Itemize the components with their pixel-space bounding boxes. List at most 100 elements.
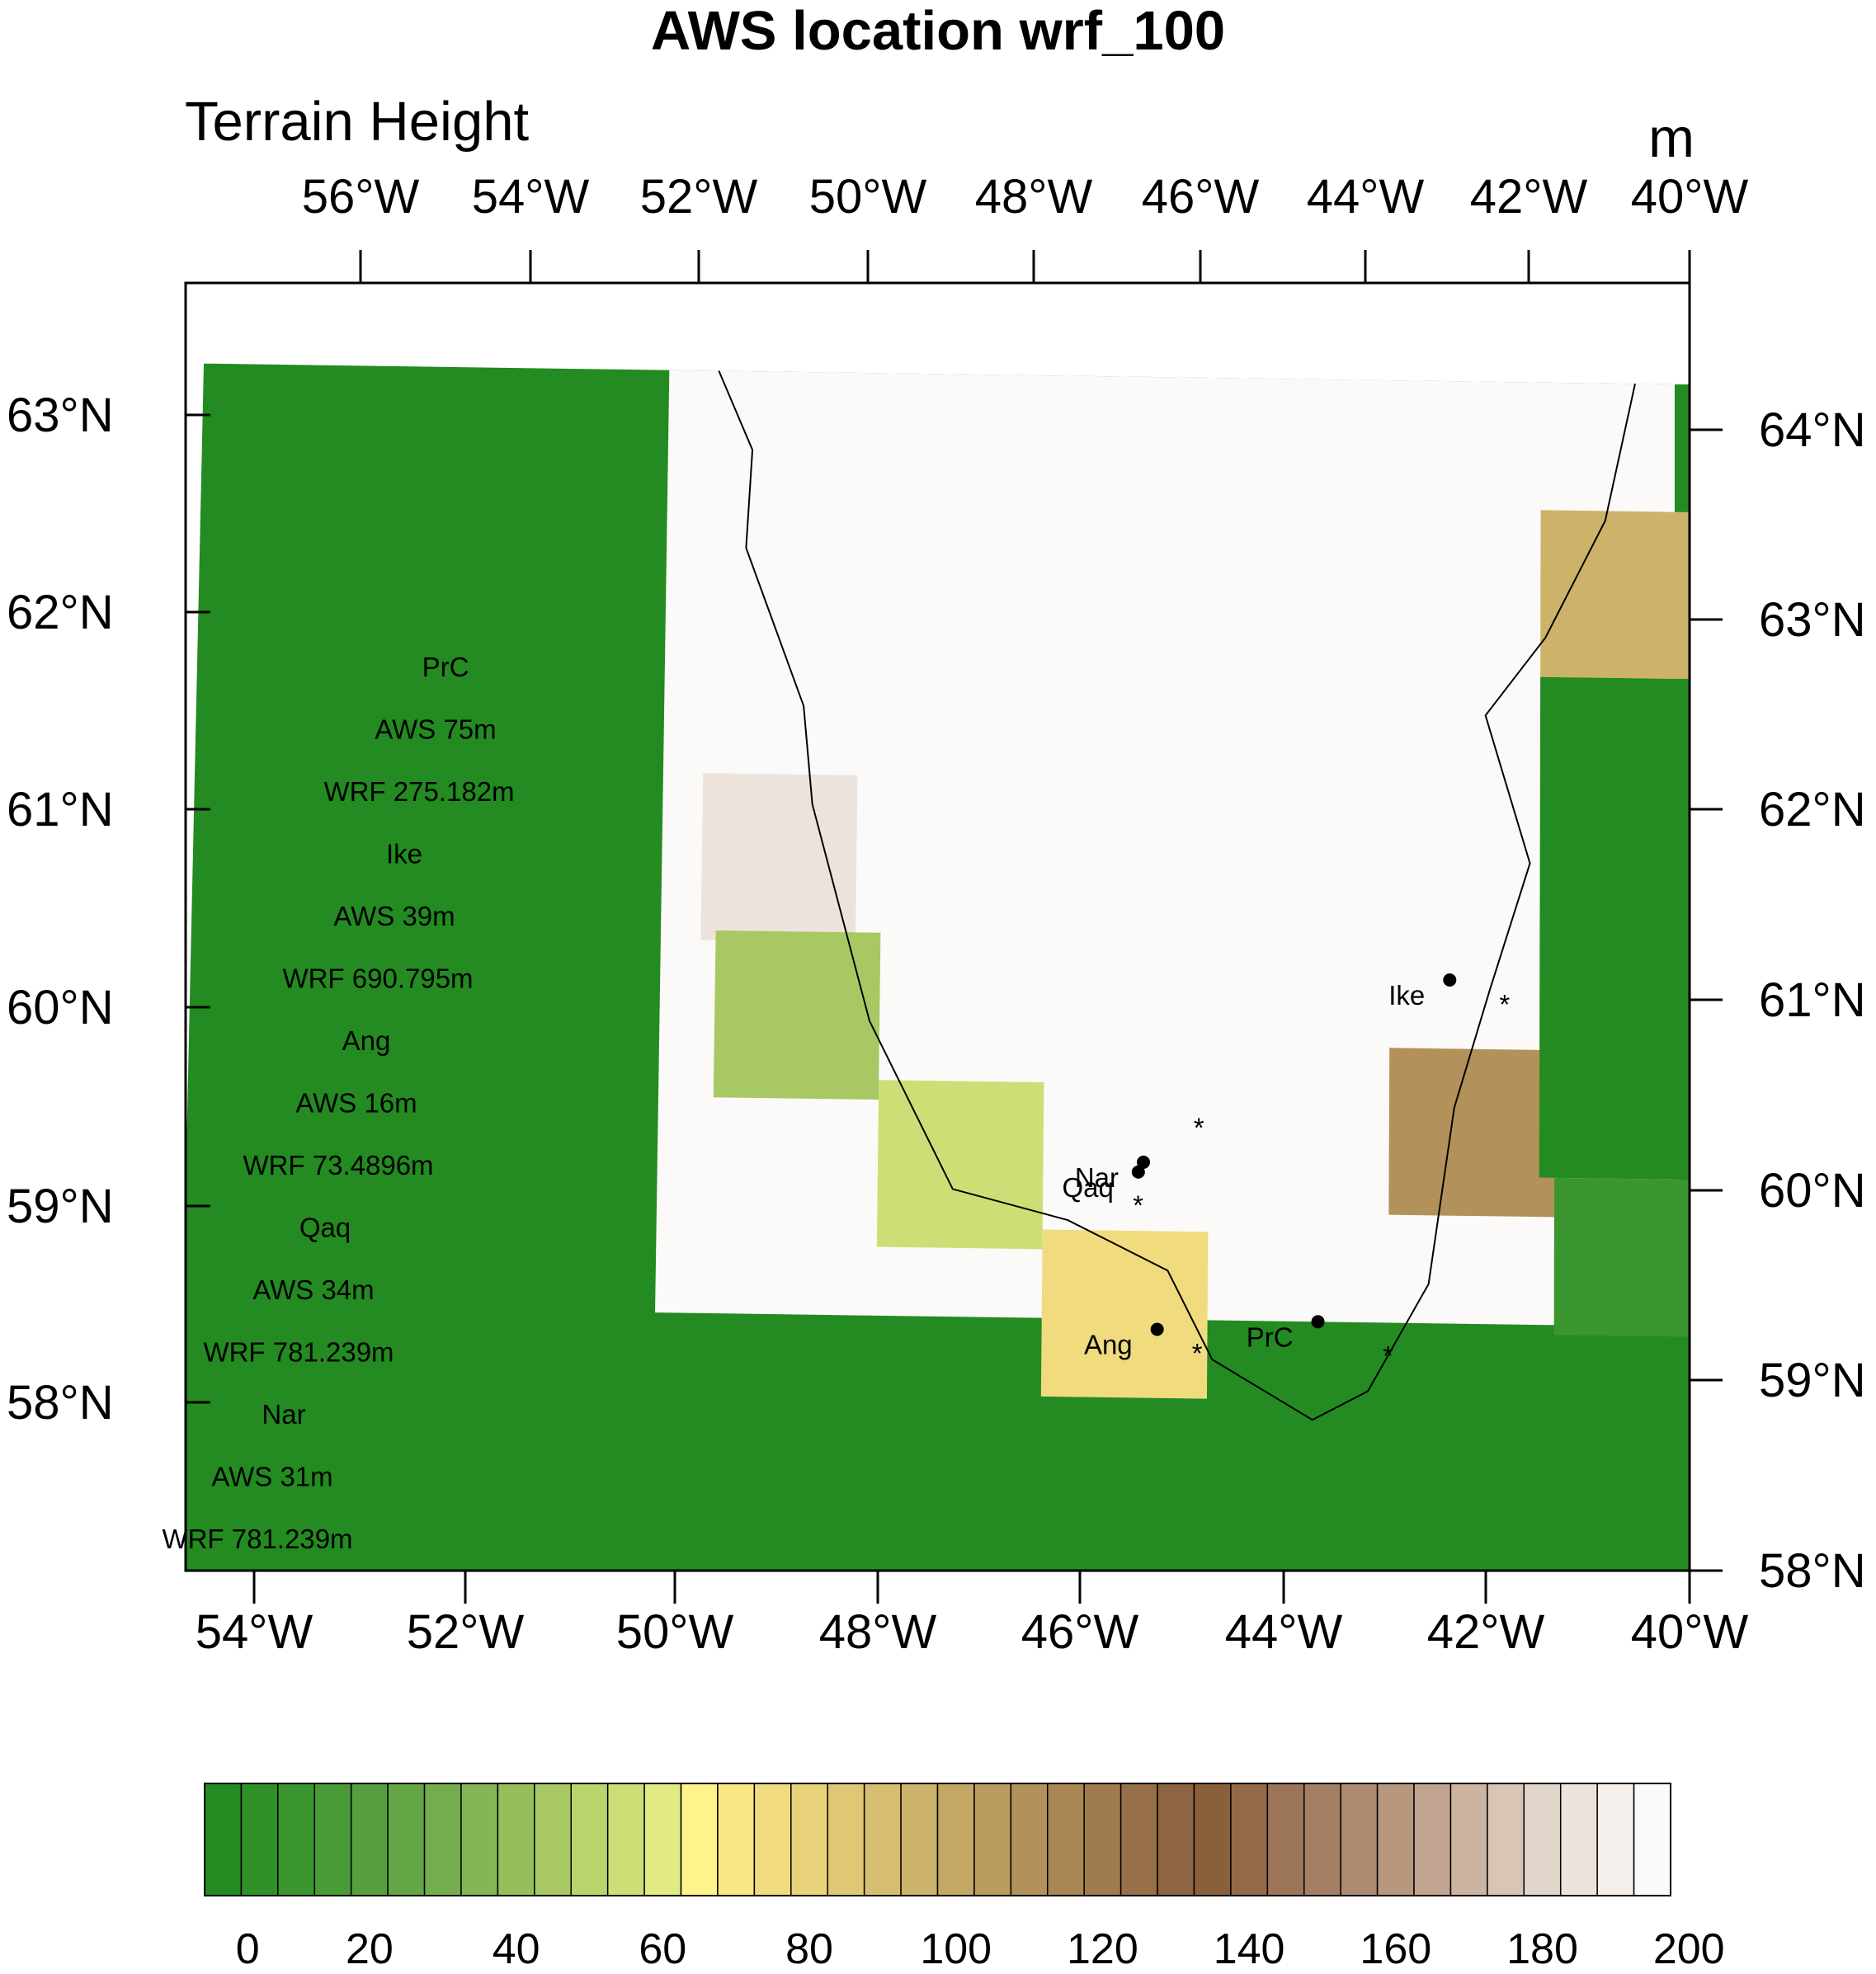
colorbar-box-19 <box>900 1783 939 1896</box>
aws-marker-qaq <box>1131 1165 1145 1179</box>
bottom-tick-label-40-w: 40°W <box>1631 1605 1749 1659</box>
colorbar-box-22 <box>1010 1783 1049 1896</box>
colorbar-label-100: 100 <box>920 1925 992 1973</box>
colorbar-box-5 <box>387 1783 426 1896</box>
right-tick-label-58-n: 58°N <box>1759 1544 1866 1598</box>
colorbar-box-11 <box>606 1783 645 1896</box>
wrf-marker-nar: * <box>1194 1112 1204 1142</box>
colorbar-box-24 <box>1083 1783 1122 1896</box>
station-height-legend: PrC AWS 75m WRF 275.182m Ike AWS 39m WRF 690.… <box>162 652 514 1554</box>
wrf-marker-ang: * <box>1192 1338 1203 1369</box>
left-tick-label-59-n: 59°N <box>7 1180 114 1233</box>
left-tick-label-60-n: 60°N <box>7 981 114 1034</box>
legend-line-7: AWS 16m <box>295 1088 417 1119</box>
colorbar-box-3 <box>313 1783 352 1896</box>
colorbar-box-14 <box>717 1783 756 1896</box>
top-tick-label-42-w: 42°W <box>1470 170 1588 224</box>
colorbar-box-1 <box>240 1783 279 1896</box>
plot-title: AWS location wrf_100 <box>651 0 1225 62</box>
right-tick-label-63-n: 63°N <box>1759 593 1866 647</box>
colorbar-box-29 <box>1266 1783 1305 1896</box>
station-label-qaq: Qaq <box>1062 1172 1113 1203</box>
colorbar-label-200: 200 <box>1653 1925 1725 1973</box>
colorbar-box-16 <box>790 1783 828 1896</box>
colorbar-box-30 <box>1303 1783 1341 1896</box>
colorbar-box-6 <box>423 1783 462 1896</box>
colorbar-box-2 <box>277 1783 316 1896</box>
colorbar-label-120: 120 <box>1067 1925 1138 1973</box>
legend-line-13: AWS 31m <box>211 1462 332 1492</box>
aws-marker-ike <box>1443 973 1457 987</box>
aws-marker-prc <box>1311 1315 1325 1329</box>
left-tick-label-61-n: 61°N <box>7 783 114 836</box>
legend-line-5: WRF 690.795m <box>282 963 473 994</box>
top-tick-label-50-w: 50°W <box>809 170 927 224</box>
station-label-nar: Nar <box>1075 1162 1119 1193</box>
legend-line-10: AWS 34m <box>252 1274 374 1305</box>
legend-line-2: WRF 275.182m <box>323 776 514 807</box>
legend-line-9: Qaq <box>299 1213 351 1243</box>
colorbar-box-23 <box>1047 1783 1085 1896</box>
colorbar-box-13 <box>680 1783 719 1896</box>
colorbar-label-20: 20 <box>346 1925 394 1973</box>
colorbar-box-21 <box>973 1783 1012 1896</box>
terrain-cell-2 <box>700 773 858 943</box>
aws-marker-nar <box>1137 1155 1151 1169</box>
colorbar-label-140: 140 <box>1214 1925 1285 1973</box>
colorbar-box-4 <box>350 1783 389 1896</box>
right-tick-label-61-n: 61°N <box>1759 973 1866 1027</box>
station-label-ike: Ike <box>1388 980 1425 1011</box>
terrain-cell-5 <box>1040 1229 1209 1399</box>
colorbar-box-32 <box>1376 1783 1415 1896</box>
aws-marker-ang <box>1150 1322 1164 1336</box>
bottom-tick-label-52-w: 52°W <box>407 1605 525 1659</box>
terrain-cell-6 <box>1388 1048 1555 1218</box>
legend-line-4: AWS 39m <box>333 901 455 931</box>
wrf-marker-prc: * <box>1383 1340 1393 1371</box>
terrain-cell-7 <box>1540 510 1690 680</box>
colorbar-box-12 <box>643 1783 682 1896</box>
colorbar-box-25 <box>1119 1783 1158 1896</box>
bottom-tick-label-42-w: 42°W <box>1427 1605 1545 1659</box>
colorbar: 0 20 40 60 80 100 120 140 160 180 200 <box>204 1783 1725 1973</box>
colorbar-label-60: 60 <box>639 1925 686 1973</box>
top-tick-label-48-w: 48°W <box>975 170 1093 224</box>
top-tick-label-52-w: 52°W <box>640 170 758 224</box>
terrain-cell-4 <box>876 1080 1044 1250</box>
colorbar-box-27 <box>1193 1783 1232 1896</box>
bottom-tick-label-44-w: 44°W <box>1225 1605 1343 1659</box>
legend-line-8: WRF 73.4896m <box>243 1150 433 1180</box>
left-tick-label-62-n: 62°N <box>7 586 114 639</box>
bottom-tick-label-46-w: 46°W <box>1021 1605 1139 1659</box>
right-tick-label-64-n: 64°N <box>1759 403 1866 457</box>
colorbar-label-160: 160 <box>1360 1925 1431 1973</box>
colorbar-box-7 <box>460 1783 499 1896</box>
station-label-prc: PrC <box>1247 1321 1294 1352</box>
colorbar-box-8 <box>497 1783 535 1896</box>
colorbar-box-15 <box>753 1783 792 1896</box>
colorbar-label-40: 40 <box>493 1925 540 1973</box>
bottom-tick-label-50-w: 50°W <box>616 1605 734 1659</box>
legend-line-6: Ang <box>342 1025 391 1056</box>
colorbar-box-17 <box>827 1783 865 1896</box>
colorbar-box-26 <box>1157 1783 1195 1896</box>
right-tick-label-62-n: 62°N <box>1759 783 1866 836</box>
station-label-ang: Ang <box>1084 1329 1133 1359</box>
colorbar-label-0: 0 <box>236 1925 260 1973</box>
top-tick-label-44-w: 44°W <box>1307 170 1425 224</box>
terrain-cell-9 <box>1553 1177 1690 1337</box>
legend-line-12: Nar <box>262 1399 305 1430</box>
right-tick-label-59-n: 59°N <box>1759 1354 1866 1407</box>
colorbar-box-0 <box>204 1783 243 1896</box>
legend-line-3: Ike <box>386 839 422 869</box>
colorbar-box-34 <box>1449 1783 1488 1896</box>
colorbar-box-31 <box>1340 1783 1379 1896</box>
colorbar-box-18 <box>863 1783 902 1896</box>
colorbar-frame <box>204 1783 1671 1896</box>
terrain-cell-10 <box>1674 384 1690 434</box>
legend-line-1: AWS 75m <box>375 714 496 745</box>
bottom-tick-label-54-w: 54°W <box>196 1605 313 1659</box>
legend-line-11: WRF 781.239m <box>203 1337 394 1368</box>
top-tick-label-54-w: 54°W <box>472 170 590 224</box>
